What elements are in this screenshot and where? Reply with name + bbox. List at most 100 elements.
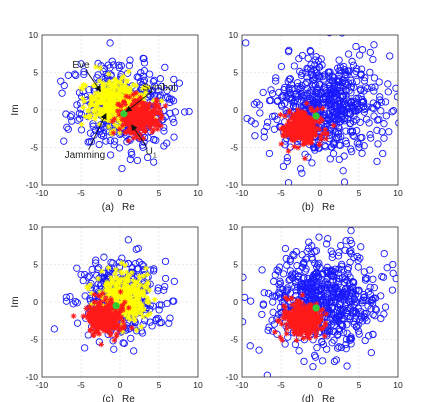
- eve-point: [170, 75, 178, 84]
- eve-point: [351, 291, 360, 299]
- u1-point: [103, 307, 110, 314]
- jamming-point: [145, 84, 151, 91]
- u1-point: [291, 324, 297, 330]
- u1-point: [129, 102, 135, 109]
- u1-point: [91, 291, 98, 298]
- eve-point: [360, 310, 368, 318]
- eve-point: [340, 117, 349, 125]
- eve-point: [267, 96, 275, 105]
- jamming-point: [133, 311, 140, 318]
- u1-point: [158, 123, 164, 129]
- u1-point: [306, 131, 312, 138]
- eve-point: [145, 70, 154, 78]
- eve-point: [161, 63, 169, 72]
- u1-point: [286, 318, 293, 324]
- jamming-point: [133, 296, 139, 303]
- x-tick-label: -10: [236, 188, 249, 198]
- eve-point: [279, 162, 288, 171]
- eve-point: [286, 88, 294, 97]
- eve-point: [92, 259, 100, 267]
- eve-point: [371, 83, 379, 91]
- jamming-point: [140, 290, 147, 296]
- jamming-point: [92, 107, 99, 113]
- jamming-point: [137, 102, 143, 108]
- eve-point: [140, 262, 148, 270]
- eve-point: [339, 35, 346, 37]
- jamming-point: [141, 306, 147, 313]
- eve-point: [327, 267, 335, 275]
- jamming-point: [127, 85, 134, 92]
- jamming-point: [120, 86, 126, 92]
- eve-point: [298, 81, 306, 90]
- eve-point: [72, 71, 80, 80]
- eve-point: [338, 308, 346, 316]
- eve-point: [331, 328, 339, 336]
- u1-point: [305, 322, 312, 328]
- u1-point: [109, 118, 116, 124]
- u1-point: [123, 93, 129, 99]
- u1-point: [85, 310, 92, 316]
- u1-point: [295, 323, 301, 329]
- u1-point: [126, 114, 132, 121]
- u1-point: [125, 304, 132, 311]
- y-tick-label: 10: [29, 222, 39, 232]
- eve-point: [321, 143, 329, 151]
- eve-point: [355, 143, 363, 151]
- eve-point: [284, 179, 293, 185]
- eve-point: [340, 152, 348, 160]
- jamming-point: [107, 108, 114, 115]
- jamming-point: [90, 94, 96, 100]
- jamming-point: [91, 109, 97, 116]
- eve-point: [253, 98, 261, 107]
- u1-point: [107, 329, 114, 336]
- u1-point: [142, 128, 149, 135]
- jamming-point: [135, 289, 142, 296]
- jamming-point: [133, 82, 139, 89]
- eve-point: [99, 129, 107, 138]
- jamming-point: [125, 309, 132, 316]
- eve-point: [378, 272, 386, 281]
- u1-point: [96, 319, 103, 326]
- annotation-arrow: [125, 90, 153, 113]
- u1-point: [141, 109, 148, 116]
- u1-point: [283, 321, 290, 328]
- u1-point: [155, 102, 161, 109]
- u1-point: [298, 300, 305, 306]
- jamming-point: [141, 92, 148, 99]
- eve-point: [370, 41, 378, 49]
- u1-point: [98, 310, 104, 316]
- annotation-arrow: [85, 69, 102, 92]
- eve-point: [297, 287, 305, 295]
- jamming-point: [78, 121, 85, 128]
- eve-point: [181, 108, 189, 116]
- eve-point: [315, 233, 323, 241]
- eve-point: [336, 241, 345, 250]
- eve-point: [85, 272, 93, 280]
- eve-point: [323, 319, 331, 328]
- jamming-point: [118, 92, 125, 98]
- eve-point: [286, 257, 294, 266]
- eve-point: [312, 273, 321, 281]
- eve-point: [389, 107, 398, 115]
- eve-point: [358, 149, 366, 157]
- eve-point: [304, 54, 312, 62]
- u1-point: [149, 120, 155, 126]
- eve-point: [73, 319, 82, 327]
- eve-point: [160, 127, 168, 135]
- eve-point: [303, 64, 311, 72]
- u1-point: [311, 314, 318, 321]
- scatter-panel-3: -10 -5 0 5 10 10 5 0 -5 -10 (d) Re: [226, 222, 403, 402]
- scatter-panel-2: -10 -5 0 5 10 10 5 0 -5 -10 Im (c) Re: [10, 222, 203, 402]
- u1-point: [280, 124, 287, 131]
- u1-point: [162, 103, 169, 109]
- eve-point: [280, 83, 289, 92]
- eve-point: [321, 286, 330, 294]
- u1-point: [297, 331, 304, 338]
- eve-point: [109, 337, 117, 345]
- jamming-point: [113, 274, 120, 281]
- eve-point: [350, 253, 358, 262]
- eve-point: [273, 115, 281, 124]
- eve-point: [334, 344, 342, 352]
- u1-point: [104, 325, 111, 331]
- u1-point: [293, 315, 300, 321]
